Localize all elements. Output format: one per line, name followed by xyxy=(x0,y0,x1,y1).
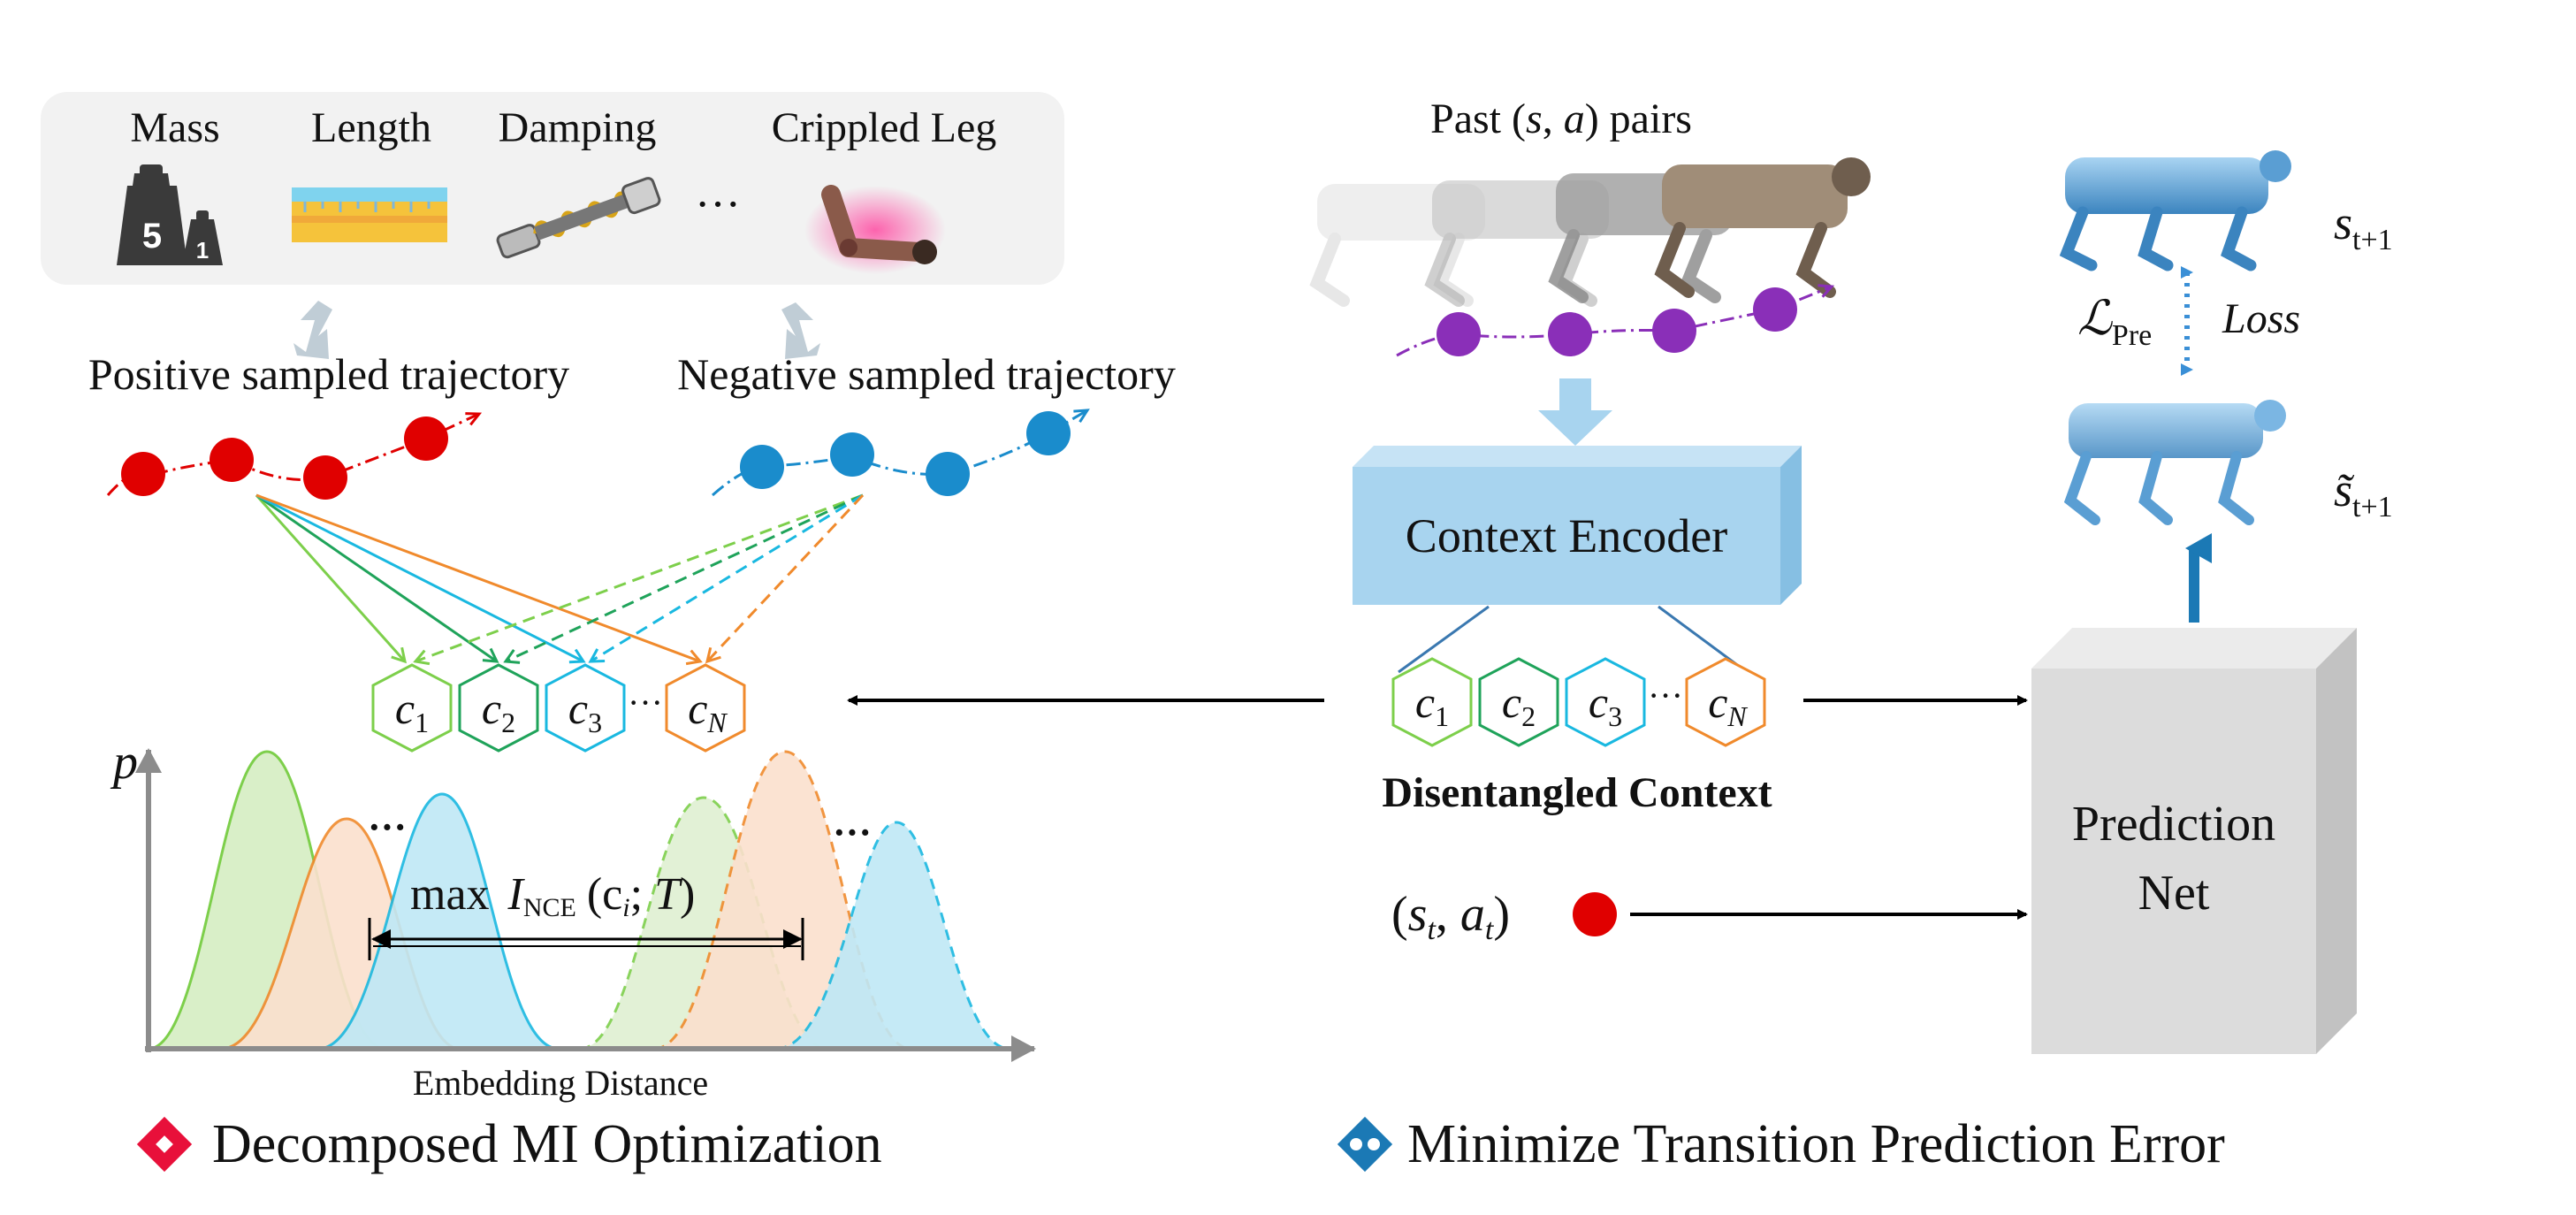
right-panel: Past (s, a) pairs xyxy=(847,96,2393,1174)
context-hexagon-c3 xyxy=(545,663,626,753)
disentangled-context-label: Disentangled Context xyxy=(1382,769,1772,816)
context-hexagon-cN xyxy=(665,663,746,753)
right-section-title: Minimize Transition Prediction Error xyxy=(1337,1114,2225,1174)
negative-state-point xyxy=(740,445,784,489)
past-pairs-label: Past (s, a) pairs xyxy=(1430,96,1692,142)
negative-trajectory xyxy=(712,409,1090,497)
past-state-point xyxy=(1652,309,1696,353)
context-hexagon-c2 xyxy=(1478,657,1559,747)
next-state-label: st+1 xyxy=(2334,196,2393,256)
context-ellipsis-right: ··· xyxy=(1648,676,1683,715)
positive-state-point xyxy=(210,438,254,482)
property-label-damping: Damping xyxy=(499,104,657,151)
plot-dots-left: ··· xyxy=(368,806,407,849)
context-hexagon-cN xyxy=(1685,657,1766,747)
positive-trajectory xyxy=(106,412,483,500)
past-trajectory xyxy=(1396,284,1835,357)
past-state-point xyxy=(1753,287,1797,332)
context-encoder: Context Encoder xyxy=(1353,446,1802,605)
left-title-text: Decomposed MI Optimization xyxy=(212,1114,882,1174)
left-section-title: Decomposed MI Optimization xyxy=(136,1114,882,1174)
past-state-point xyxy=(1437,312,1481,356)
state-action-label: (st, at) xyxy=(1391,887,1510,946)
positive-sample-arrow xyxy=(293,301,332,359)
plot-dots-right: ··· xyxy=(833,811,872,854)
context-ellipsis-left: ··· xyxy=(628,683,663,722)
plot-y-axis-label: p xyxy=(110,735,138,790)
context-set-right: c1 c2 c3 cN ··· xyxy=(1391,657,1766,747)
loss-symbol: ℒPre xyxy=(2077,292,2152,352)
positive-state-point xyxy=(121,452,165,496)
prediction-net: Prediction Net xyxy=(2031,628,2357,1054)
property-label-mass: Mass xyxy=(130,104,219,151)
plot-x-axis-label: Embedding Distance xyxy=(413,1063,708,1103)
context-hexagon-c2 xyxy=(458,663,539,753)
next-state-robot-image xyxy=(2059,150,2291,271)
prediction-net-label-line1: Prediction xyxy=(2072,797,2275,852)
svg-text:5: 5 xyxy=(142,217,162,256)
negative-trajectory-label: Negative sampled trajectory xyxy=(677,349,1176,399)
distribution-neg-c3 xyxy=(775,821,1010,1051)
encoder-input-arrow xyxy=(1538,378,1612,446)
context-encoder-label: Context Encoder xyxy=(1406,509,1727,562)
past-robot-sequence-image xyxy=(1309,157,1871,307)
svg-text:1: 1 xyxy=(196,237,209,264)
property-label-crippled-leg: Crippled Leg xyxy=(772,104,997,151)
past-state-point xyxy=(1548,312,1592,356)
positive-state-point xyxy=(303,455,347,500)
positive-contrast-arrows xyxy=(255,493,703,666)
spring-damper-icon xyxy=(496,177,661,259)
predicted-state-label: s̃t+1 xyxy=(2334,463,2393,523)
negative-state-point xyxy=(1026,411,1071,455)
right-title-text: Minimize Transition Prediction Error xyxy=(1407,1114,2225,1174)
context-hexagon-c1 xyxy=(371,663,453,753)
prediction-net-label-line2: Net xyxy=(2138,866,2210,921)
predicted-state-robot-image xyxy=(2063,400,2286,525)
negative-sample-arrow xyxy=(781,302,820,359)
crippled-leg-icon xyxy=(804,185,946,274)
mi-formula: max INCE (ci; T) xyxy=(410,869,695,922)
ruler-icon xyxy=(292,187,447,242)
distribution-c3 xyxy=(317,792,560,1051)
positive-trajectory-label: Positive sampled trajectory xyxy=(88,349,569,399)
distribution-plot: p Embedding Distance ··· ··· max INCE (ci… xyxy=(110,735,1036,1103)
context-hexagon-c3 xyxy=(1565,657,1646,747)
negative-contrast-arrows xyxy=(413,493,865,666)
context-label-c3: c3 xyxy=(1589,677,1622,732)
weights-icon: 5 1 xyxy=(117,164,223,265)
left-panel: Mass Length Damping Crippled Leg ··· 5 1 xyxy=(41,92,1176,1174)
property-ellipsis: ··· xyxy=(695,180,741,230)
context-label-c2: c2 xyxy=(1502,677,1536,732)
negative-state-point xyxy=(926,452,970,496)
negative-state-point xyxy=(830,432,874,477)
property-label-length: Length xyxy=(311,104,431,151)
current-state-point xyxy=(1573,892,1617,936)
diamond-dots-icon xyxy=(1337,1116,1393,1173)
loss-word: Loss xyxy=(2222,295,2300,342)
context-set-left: c1 c2 c3 cN ··· xyxy=(371,663,746,753)
context-hexagon-c1 xyxy=(1391,657,1473,747)
positive-state-point xyxy=(404,416,448,461)
